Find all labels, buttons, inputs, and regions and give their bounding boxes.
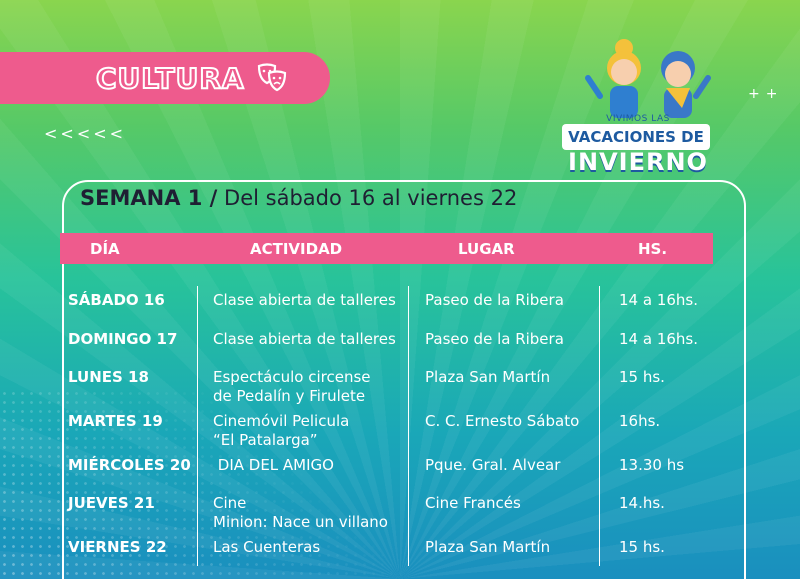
row-activity: Cinemóvil Pelicula “El Patalarga” bbox=[213, 412, 350, 449]
theater-masks-icon bbox=[257, 63, 286, 92]
badge-title: INVIERNO bbox=[568, 148, 708, 176]
row-activity: Clase abierta de talleres bbox=[213, 330, 396, 348]
column-activity: ACTIVIDAD bbox=[250, 239, 343, 258]
row-day: SÁBADO 16 bbox=[68, 291, 165, 309]
row-place: Plaza San Martín bbox=[425, 538, 551, 556]
row-day: JUEVES 21 bbox=[68, 494, 155, 512]
plus-decoration: ++ bbox=[748, 86, 784, 102]
week-heading: SEMANA 1 / Del sábado 16 al viernes 22 bbox=[80, 186, 517, 210]
row-hours: 15 hs. bbox=[619, 368, 665, 386]
week-label: SEMANA 1 / bbox=[80, 186, 218, 210]
row-hours: 14.hs. bbox=[619, 494, 665, 512]
row-activity: Espectáculo circense de Pedalín y Firulet… bbox=[213, 368, 371, 405]
row-day: MARTES 19 bbox=[68, 412, 163, 430]
row-day: VIERNES 22 bbox=[68, 538, 167, 556]
kids-illustration bbox=[585, 39, 711, 118]
row-activity: Cine Minion: Nace un villano bbox=[213, 494, 388, 531]
column-hours: HS. bbox=[638, 239, 668, 258]
row-place: Paseo de la Ribera bbox=[425, 330, 564, 348]
column-place: LUGAR bbox=[458, 239, 515, 258]
row-activity: Las Cuenteras bbox=[213, 538, 321, 556]
row-day: LUNES 18 bbox=[68, 368, 149, 386]
column-day: DÍA bbox=[90, 239, 120, 258]
week-range: Del sábado 16 al viernes 22 bbox=[224, 186, 518, 210]
row-activity: DIA DEL AMIGO bbox=[213, 456, 334, 474]
badge-top-text: VIVIMOS LAS bbox=[606, 114, 670, 124]
section-title: CULTURA bbox=[95, 61, 245, 96]
row-place: Paseo de la Ribera bbox=[425, 291, 564, 309]
row-hours: 14 a 16hs. bbox=[619, 291, 698, 309]
column-divider bbox=[599, 286, 600, 566]
row-place: C. C. Ernesto Sábato bbox=[425, 412, 580, 430]
row-day: MIÉRCOLES 20 bbox=[68, 456, 191, 474]
row-hours: 15 hs. bbox=[619, 538, 665, 556]
row-hours: 13.30 hs bbox=[619, 456, 685, 474]
column-divider bbox=[408, 286, 409, 566]
row-place: Pque. Gral. Alvear bbox=[425, 456, 561, 474]
row-place: Cine Francés bbox=[425, 494, 521, 512]
section-tag: CULTURA bbox=[0, 52, 330, 104]
schedule-frame bbox=[62, 180, 746, 579]
row-activity: Clase abierta de talleres bbox=[213, 291, 396, 309]
chevrons-decoration: <<<<< bbox=[44, 124, 127, 143]
winter-holidays-badge: VIVIMOS LAS VACACIONES DE INVIERNO bbox=[548, 100, 728, 182]
badge-ribbon: VACACIONES DE bbox=[562, 124, 710, 150]
table-header: DÍA ACTIVIDAD LUGAR HS. bbox=[60, 233, 713, 264]
row-day: DOMINGO 17 bbox=[68, 330, 178, 348]
column-divider bbox=[197, 286, 198, 566]
background-dots bbox=[0, 389, 420, 579]
row-hours: 14 a 16hs. bbox=[619, 330, 698, 348]
row-hours: 16hs. bbox=[619, 412, 661, 430]
row-place: Plaza San Martín bbox=[425, 368, 551, 386]
